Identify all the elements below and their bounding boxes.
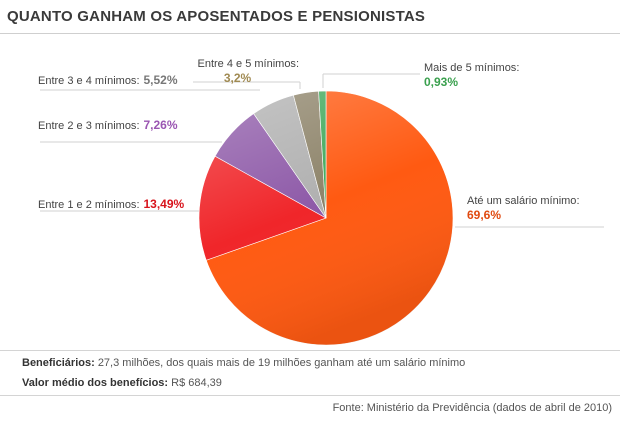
footer-divider [0, 350, 620, 351]
valor-medio-line: Valor médio dos benefícios: R$ 684,39 [22, 377, 222, 389]
label-entre-4-5-text: Entre 4 e 5 mínimos [197, 58, 296, 70]
title-divider [0, 33, 620, 34]
beneficiarios-text: 27,3 milhões, dos quais mais de 19 milhõ… [97, 357, 466, 369]
leader-lines [40, 73, 604, 228]
label-ate-1-value: 69,6% [467, 208, 502, 222]
source-note: Fonte: Ministério da Previdência (dados … [332, 402, 612, 414]
label-entre-3-4-value: 5,52% [143, 73, 178, 87]
beneficiarios-label: Beneficiários: [22, 357, 95, 369]
label-entre-4-5: Entre 4 e 5 mínimos: 3,2% [197, 58, 300, 85]
label-entre-2-3-text: Entre 2 e 3 mínimos [38, 120, 137, 132]
label-entre-4-5-value: 3,2% [223, 71, 252, 85]
chart-title: QUANTO GANHAM OS APOSENTADOS E PENSIONIS… [7, 8, 426, 25]
label-entre-2-3: Entre 2 e 3 mínimos: 7,26% [38, 118, 178, 132]
label-ate-1-text: Até um salário mínimo [467, 195, 577, 207]
beneficiarios-line: Beneficiários: 27,3 milhões, dos quais m… [22, 357, 465, 369]
label-entre-3-4-text: Entre 3 e 4 mínimos [38, 75, 137, 87]
label-ate-1: Até um salário mínimo: 69,6% [467, 195, 580, 222]
valor-medio-text: R$ 684,39 [171, 377, 222, 389]
label-entre-2-3-value: 7,26% [143, 118, 178, 132]
label-mais-5-text: Mais de 5 mínimos [424, 62, 517, 74]
source-divider [0, 395, 620, 396]
label-entre-1-2: Entre 1 e 2 mínimos: 13,49% [38, 197, 185, 211]
label-entre-3-4: Entre 3 e 4 mínimos: 5,52% [38, 73, 178, 87]
pie-slices [198, 90, 454, 346]
label-entre-1-2-text: Entre 1 e 2 mínimos [38, 199, 137, 211]
valor-medio-label: Valor médio dos benefícios: [22, 377, 169, 389]
label-entre-1-2-value: 13,49% [143, 197, 185, 211]
label-mais-5-value: 0,93% [424, 75, 459, 89]
label-mais-5: Mais de 5 mínimos: 0,93% [424, 62, 520, 89]
